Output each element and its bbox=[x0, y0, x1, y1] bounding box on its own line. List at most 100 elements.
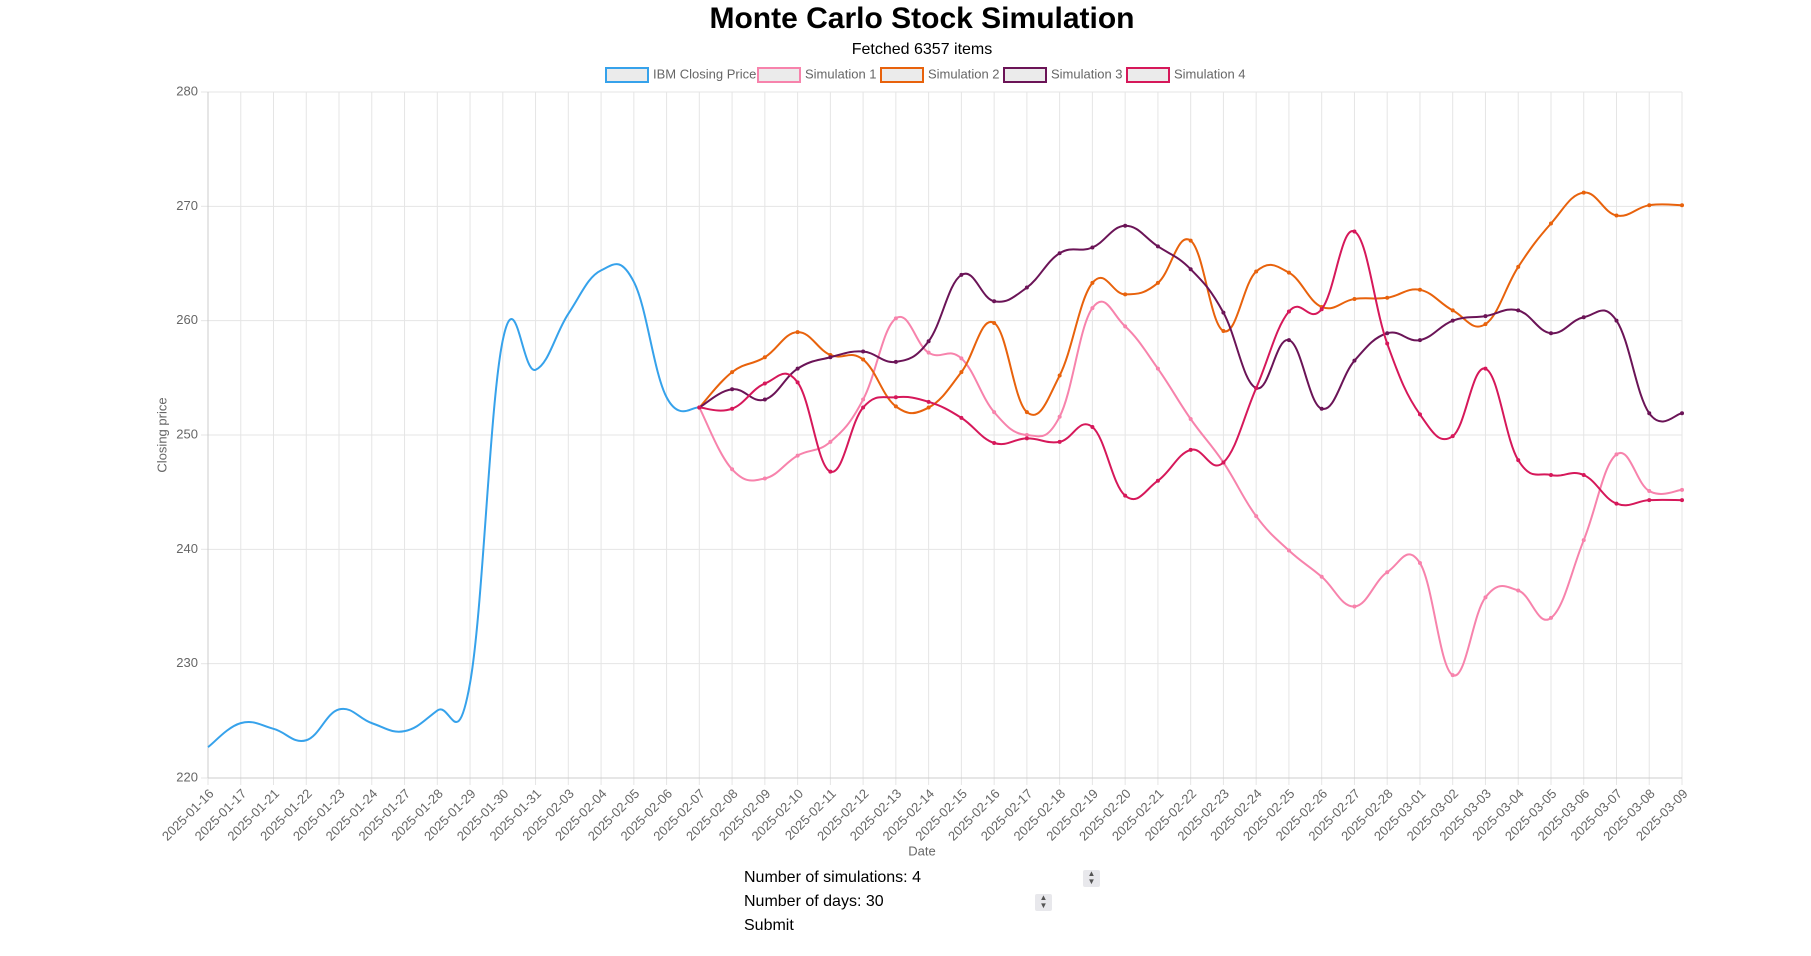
y-tick-label: 220 bbox=[176, 769, 198, 784]
data-point bbox=[1188, 447, 1193, 452]
data-point bbox=[1188, 238, 1193, 243]
data-point bbox=[1286, 309, 1291, 314]
data-point bbox=[1024, 433, 1029, 437]
legend-swatch bbox=[1003, 67, 1047, 83]
data-point bbox=[893, 359, 898, 364]
legend-label: IBM Closing Price bbox=[653, 66, 756, 81]
data-point bbox=[1057, 439, 1062, 444]
data-point bbox=[1614, 213, 1619, 218]
data-point bbox=[1647, 498, 1652, 503]
chart-title: Monte Carlo Stock Simulation bbox=[709, 2, 1134, 35]
data-point bbox=[1680, 498, 1684, 503]
data-point bbox=[1286, 270, 1291, 275]
data-point bbox=[762, 381, 767, 386]
data-point bbox=[1352, 358, 1357, 363]
series-line bbox=[698, 191, 1683, 416]
data-point bbox=[893, 316, 898, 321]
data-point bbox=[1450, 434, 1455, 439]
data-point bbox=[1286, 548, 1291, 553]
data-point bbox=[1319, 574, 1324, 579]
data-point bbox=[1057, 251, 1062, 256]
data-point bbox=[795, 453, 800, 458]
data-point bbox=[1188, 267, 1193, 272]
data-point bbox=[730, 406, 735, 411]
data-point bbox=[1385, 295, 1390, 300]
data-point bbox=[861, 405, 866, 410]
y-axis-title: Closing price bbox=[154, 397, 169, 472]
field-label: Number of simulations: bbox=[744, 869, 908, 886]
data-point bbox=[1352, 229, 1357, 234]
spinner[interactable]: ▲ ▼ bbox=[1083, 870, 1100, 887]
data-point bbox=[1057, 373, 1062, 378]
series-line bbox=[698, 300, 1683, 677]
data-point bbox=[926, 399, 931, 404]
data-point bbox=[893, 404, 898, 409]
data-point bbox=[1483, 314, 1488, 319]
field-label: Number of days: bbox=[744, 893, 862, 910]
field-value[interactable]: 4 bbox=[912, 869, 921, 886]
data-point bbox=[1614, 318, 1619, 323]
data-point bbox=[1221, 328, 1226, 333]
y-tick-label: 280 bbox=[176, 83, 198, 98]
data-point bbox=[730, 370, 735, 375]
data-point bbox=[1352, 296, 1357, 301]
data-point bbox=[1319, 406, 1324, 411]
data-point bbox=[861, 349, 866, 354]
chart: Monte Carlo Stock Simulation Fetched 635… bbox=[154, 2, 1690, 859]
data-point bbox=[992, 320, 997, 325]
data-point bbox=[1155, 366, 1160, 371]
data-point bbox=[1516, 458, 1521, 463]
data-point bbox=[1483, 595, 1488, 600]
spinner[interactable]: ▲ ▼ bbox=[1035, 894, 1052, 911]
data-point bbox=[1155, 280, 1160, 285]
legend-label: Simulation 4 bbox=[1174, 66, 1246, 81]
field-row: Number of simulations: 4 ▲ ▼ bbox=[744, 866, 1100, 890]
data-point bbox=[1548, 473, 1553, 478]
data-point bbox=[1090, 280, 1095, 285]
data-point bbox=[926, 350, 931, 355]
data-point bbox=[1123, 223, 1128, 228]
data-point bbox=[1123, 493, 1128, 498]
data-point bbox=[992, 410, 997, 415]
y-tick-label: 250 bbox=[176, 426, 198, 441]
data-point bbox=[1057, 414, 1062, 419]
data-point bbox=[730, 467, 735, 472]
data-point bbox=[1254, 269, 1259, 274]
data-point bbox=[1581, 315, 1586, 320]
field-row: Number of days: 30 ▲ ▼ bbox=[744, 890, 1052, 914]
data-point bbox=[959, 370, 964, 375]
data-point bbox=[762, 355, 767, 360]
legend-swatch bbox=[757, 67, 801, 83]
chart-subtitle: Fetched 6357 items bbox=[852, 41, 993, 58]
data-point bbox=[1483, 322, 1488, 327]
data-point bbox=[926, 339, 931, 344]
data-point bbox=[1286, 338, 1291, 343]
data-point bbox=[1450, 673, 1455, 678]
data-point bbox=[1385, 331, 1390, 336]
data-point bbox=[697, 405, 702, 410]
data-point bbox=[1024, 436, 1029, 441]
y-tick-label: 230 bbox=[176, 655, 198, 670]
data-point bbox=[1417, 287, 1422, 292]
submit-button[interactable]: Submit bbox=[744, 917, 794, 934]
data-point bbox=[1090, 245, 1095, 250]
data-point bbox=[828, 469, 833, 474]
data-point bbox=[1581, 190, 1586, 195]
data-point bbox=[1516, 588, 1521, 593]
data-point bbox=[1123, 324, 1128, 329]
data-point bbox=[1548, 615, 1553, 620]
data-point bbox=[992, 441, 997, 446]
data-point bbox=[795, 330, 800, 335]
field-value[interactable]: 30 bbox=[865, 893, 884, 910]
data-point bbox=[1221, 310, 1226, 315]
data-point bbox=[1614, 501, 1619, 506]
legend-label: Simulation 3 bbox=[1051, 66, 1123, 81]
y-tick-label: 270 bbox=[176, 198, 198, 213]
data-point bbox=[1516, 264, 1521, 269]
data-point bbox=[1647, 203, 1652, 208]
data-point bbox=[762, 476, 767, 481]
data-point bbox=[1221, 460, 1226, 465]
data-point bbox=[1090, 306, 1095, 311]
data-point bbox=[1417, 561, 1422, 566]
